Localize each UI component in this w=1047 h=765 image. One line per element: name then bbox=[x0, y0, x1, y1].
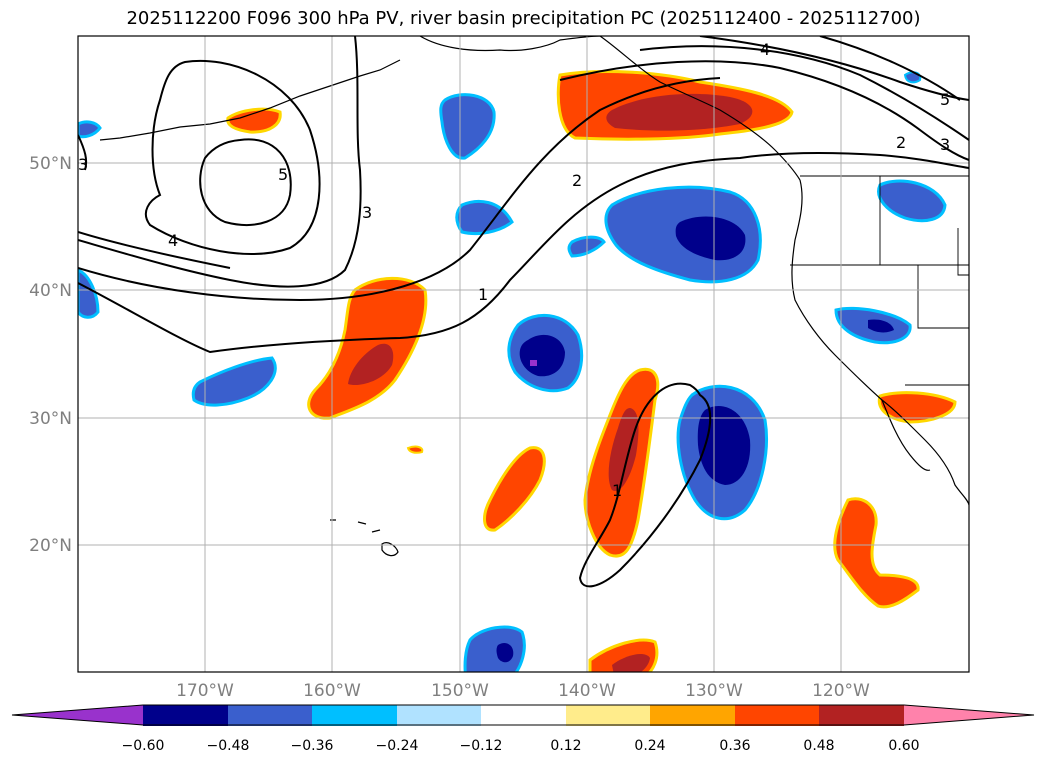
pv-contour-3-east bbox=[639, 45, 969, 141]
contour-label: 3 bbox=[362, 203, 372, 222]
contour-label: 2 bbox=[572, 171, 582, 190]
neg-region-west-sub bbox=[191, 356, 277, 407]
contour-label: 2 bbox=[896, 133, 906, 152]
pv-contour-3-north bbox=[78, 134, 88, 171]
colorbar-segment bbox=[650, 705, 735, 726]
contour-label: 1 bbox=[478, 285, 488, 304]
colorbar-extension-low bbox=[12, 705, 143, 725]
pv-contour-4-mid bbox=[78, 231, 231, 269]
lon-label: 150°W bbox=[431, 681, 489, 701]
colorbar-tick-label: 0.48 bbox=[803, 738, 834, 754]
lat-label: 40°N bbox=[29, 281, 72, 301]
pv-contour-4-east bbox=[699, 36, 969, 101]
lon-label: 160°W bbox=[303, 681, 361, 701]
colorbar-extension-high bbox=[904, 705, 1034, 725]
pos-core-south bbox=[612, 654, 650, 672]
pv-contour-1-loop bbox=[578, 382, 712, 588]
lon-label: 120°W bbox=[812, 681, 870, 701]
colorbar-tick-label: 0.36 bbox=[719, 738, 750, 754]
contour-labels: 1 1 2 2 3 3 3 4 4 5 5 bbox=[78, 40, 950, 500]
colorbar-segment bbox=[143, 705, 228, 726]
contour-label: 4 bbox=[168, 231, 178, 250]
colorbar-tick-label: 0.24 bbox=[634, 738, 665, 754]
pv-contour-5-west bbox=[199, 138, 292, 226]
pos-region-hawaii-north bbox=[483, 446, 546, 532]
coastlines bbox=[99, 36, 969, 557]
colorbar-segment bbox=[228, 705, 312, 726]
pv-contour-4-west bbox=[144, 59, 321, 255]
pos-core-gulf-alaska bbox=[606, 93, 753, 131]
pv-contour-2 bbox=[78, 77, 721, 302]
colorbar-segment bbox=[735, 705, 819, 726]
pos-small-mid bbox=[406, 445, 424, 454]
colorbar-tick-label: −0.48 bbox=[207, 738, 250, 754]
hawaii bbox=[330, 519, 399, 557]
colorbar-tick-label: −0.60 bbox=[122, 738, 165, 754]
colorbar-tick-label: 0.60 bbox=[888, 738, 919, 754]
pv-contours bbox=[78, 36, 969, 588]
contour-label: 1 bbox=[612, 481, 622, 500]
lon-label: 130°W bbox=[685, 681, 743, 701]
pos-core-subtropic-east bbox=[608, 408, 639, 491]
neg-core-california bbox=[868, 319, 894, 333]
graticule bbox=[78, 36, 969, 672]
pos-region-baja-south bbox=[833, 497, 920, 609]
contour-label: 5 bbox=[940, 90, 950, 109]
map-panel: 1 1 2 2 3 3 3 4 4 5 5 bbox=[78, 36, 969, 672]
contour-label: 5 bbox=[278, 165, 288, 184]
lat-label: 50°N bbox=[29, 154, 72, 174]
political-borders bbox=[790, 175, 969, 386]
colorbar-segment bbox=[312, 705, 397, 726]
colorbar bbox=[11, 704, 1035, 726]
neg-core-offshore-nw bbox=[675, 216, 746, 261]
pos-region-western-bering bbox=[226, 107, 282, 134]
neg-region-west-edge bbox=[78, 268, 100, 319]
precip-anomaly-fill bbox=[78, 69, 957, 672]
lon-label: 140°W bbox=[558, 681, 616, 701]
neg-region-ne-corner bbox=[903, 71, 922, 84]
lat-label: 20°N bbox=[29, 536, 72, 556]
lon-label: 170°W bbox=[176, 681, 234, 701]
west-coast bbox=[791, 179, 969, 506]
baja bbox=[881, 399, 931, 471]
colorbar-segment bbox=[481, 705, 566, 726]
colorbar-outline bbox=[11, 704, 1035, 726]
contour-label: 3 bbox=[78, 155, 88, 174]
pv-contour-1 bbox=[78, 152, 969, 354]
colorbar-ticks: −0.60 −0.48 −0.36 −0.24 −0.12 0.12 0.24 … bbox=[122, 738, 920, 754]
longitude-labels: 170°W 160°W 150°W 140°W 130°W 120°W bbox=[176, 681, 870, 701]
aleutian-chain bbox=[99, 59, 401, 141]
colorbar-segment bbox=[819, 705, 904, 726]
colorbar-tick-label: 0.12 bbox=[550, 738, 581, 754]
neg-core-east-sub bbox=[697, 405, 751, 485]
map-title: 2025112200 F096 300 hPa PV, river basin … bbox=[126, 8, 921, 29]
pv-contour-2-east bbox=[559, 60, 969, 161]
pos-core-central-pacific bbox=[348, 343, 394, 386]
neg-region-nw-corner bbox=[78, 120, 102, 139]
colorbar-tick-label: −0.36 bbox=[291, 738, 334, 754]
colorbar-tick-label: −0.12 bbox=[460, 738, 503, 754]
alaska-coast bbox=[419, 36, 601, 52]
colorbar-tick-label: −0.24 bbox=[376, 738, 419, 754]
pv-contour-5-east bbox=[819, 36, 961, 101]
pv-contour-3 bbox=[78, 36, 362, 288]
lat-label: 30°N bbox=[29, 409, 72, 429]
state-borders bbox=[790, 176, 969, 329]
contour-label: 3 bbox=[940, 135, 950, 154]
neg-region-north-pacific bbox=[439, 93, 496, 160]
alaska-panhandle bbox=[599, 36, 801, 181]
neg-core-south bbox=[496, 643, 514, 663]
neg-region-pnw-inland bbox=[877, 179, 947, 223]
neg-region-small-west bbox=[455, 199, 514, 236]
contour-label: 4 bbox=[760, 40, 770, 59]
map-frame bbox=[77, 35, 970, 673]
latitude-labels: 50°N 40°N 30°N 20°N bbox=[29, 154, 72, 556]
neg-dot-central-sub bbox=[530, 360, 537, 366]
colorbar-segment bbox=[397, 705, 481, 726]
colorbar-segment bbox=[566, 705, 650, 726]
